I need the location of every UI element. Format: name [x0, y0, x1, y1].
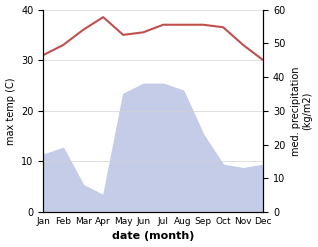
Y-axis label: med. precipitation
(kg/m2): med. precipitation (kg/m2): [291, 66, 313, 156]
X-axis label: date (month): date (month): [112, 231, 194, 242]
Y-axis label: max temp (C): max temp (C): [5, 77, 16, 144]
